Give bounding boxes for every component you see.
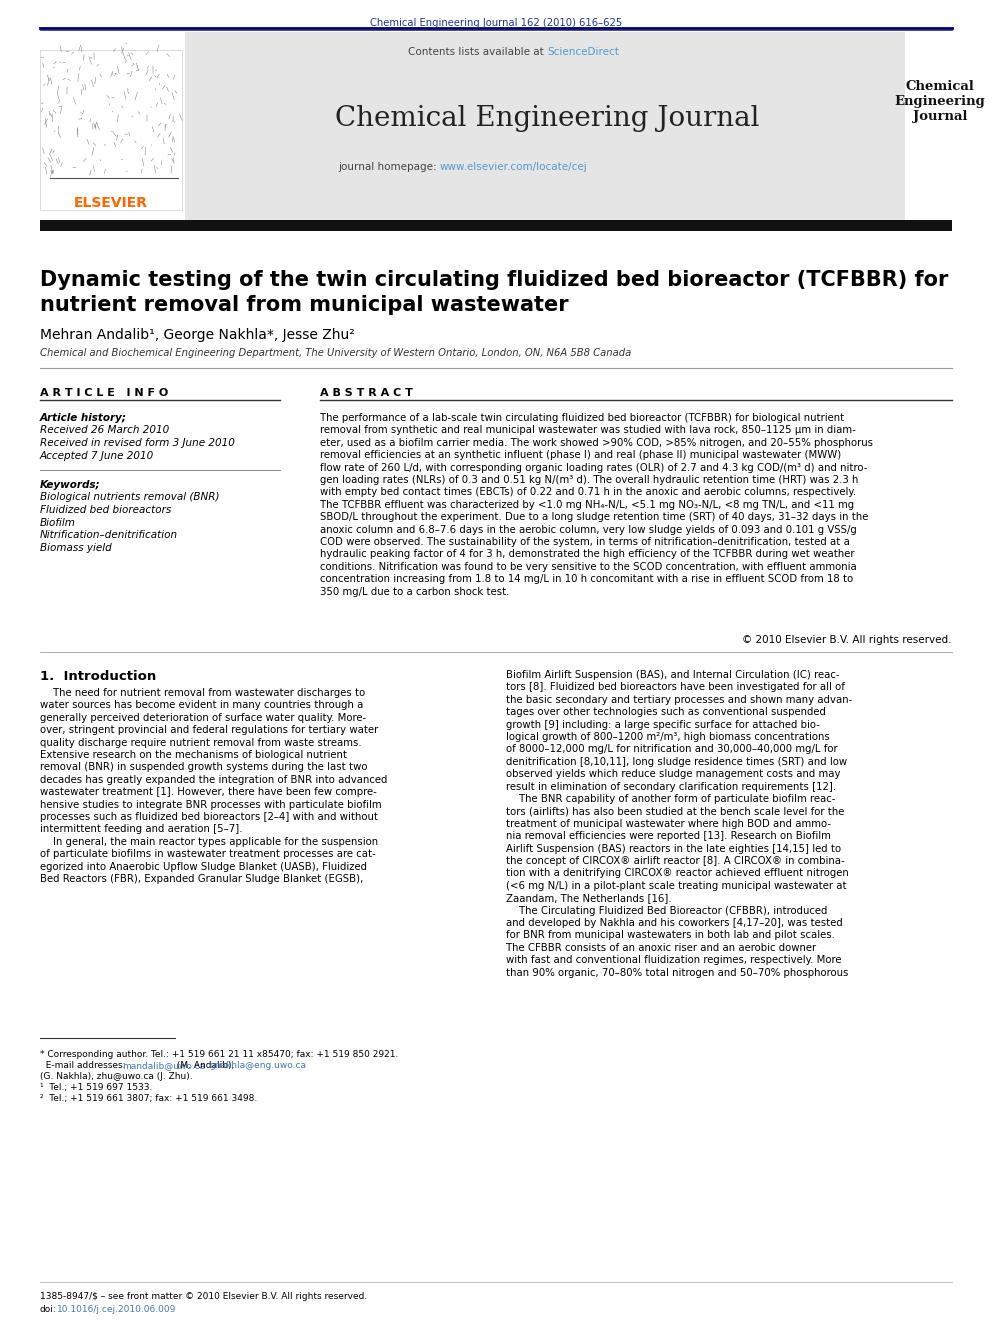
- Text: ²  Tel.; +1 519 661 3807; fax: +1 519 661 3498.: ² Tel.; +1 519 661 3807; fax: +1 519 661…: [40, 1094, 257, 1103]
- Text: Dynamic testing of the twin circulating fluidized bed bioreactor (TCFBBR) for: Dynamic testing of the twin circulating …: [40, 270, 948, 290]
- Text: nutrient removal from municipal wastewater: nutrient removal from municipal wastewat…: [40, 295, 568, 315]
- Text: Chemical
Engineering
Journal: Chemical Engineering Journal: [895, 79, 985, 123]
- Text: Mehran Andalib¹, George Nakhla*, Jesse Zhu²: Mehran Andalib¹, George Nakhla*, Jesse Z…: [40, 328, 355, 343]
- Text: 10.1016/j.cej.2010.06.009: 10.1016/j.cej.2010.06.009: [57, 1304, 177, 1314]
- Text: © 2010 Elsevier B.V. All rights reserved.: © 2010 Elsevier B.V. All rights reserved…: [742, 635, 952, 646]
- Text: gnakhla@eng.uwo.ca: gnakhla@eng.uwo.ca: [210, 1061, 307, 1070]
- Text: The performance of a lab-scale twin circulating fluidized bed bioreactor (TCFBBR: The performance of a lab-scale twin circ…: [320, 413, 873, 597]
- Text: Chemical Engineering Journal: Chemical Engineering Journal: [334, 105, 759, 132]
- Text: Contents lists available at: Contents lists available at: [408, 48, 547, 57]
- Text: 1.  Introduction: 1. Introduction: [40, 669, 157, 683]
- Text: mandalib@uwo.ca: mandalib@uwo.ca: [122, 1061, 205, 1070]
- Bar: [40, 50, 182, 210]
- Text: E-mail addresses:: E-mail addresses:: [40, 1061, 128, 1070]
- Text: ScienceDirect: ScienceDirect: [547, 48, 619, 57]
- Text: Biological nutrients removal (BNR)
Fluidized bed bioreactors
Biofilm
Nitrificati: Biological nutrients removal (BNR) Fluid…: [40, 492, 219, 553]
- Text: ¹  Tel.; +1 519 697 1533.: ¹ Tel.; +1 519 697 1533.: [40, 1084, 153, 1091]
- Text: Chemical and Biochemical Engineering Department, The University of Western Ontar: Chemical and Biochemical Engineering Dep…: [40, 348, 631, 359]
- Text: (M. Andalib),: (M. Andalib),: [174, 1061, 237, 1070]
- Text: Article history;: Article history;: [40, 413, 127, 423]
- Text: Keywords;: Keywords;: [40, 480, 100, 490]
- Text: * Corresponding author. Tel.: +1 519 661 21 11 x85470; fax: +1 519 850 2921.: * Corresponding author. Tel.: +1 519 661…: [40, 1050, 399, 1058]
- Text: Chemical Engineering Journal 162 (2010) 616–625: Chemical Engineering Journal 162 (2010) …: [370, 19, 622, 28]
- Bar: [40, 220, 952, 232]
- Text: A B S T R A C T: A B S T R A C T: [320, 388, 413, 398]
- Text: doi:: doi:: [40, 1304, 57, 1314]
- Text: Biofilm Airlift Suspension (BAS), and Internal Circulation (IC) reac-
tors [8]. : Biofilm Airlift Suspension (BAS), and In…: [506, 669, 852, 978]
- Text: www.elsevier.com/locate/cej: www.elsevier.com/locate/cej: [440, 161, 587, 172]
- Text: 1385-8947/$ – see front matter © 2010 Elsevier B.V. All rights reserved.: 1385-8947/$ – see front matter © 2010 El…: [40, 1293, 367, 1301]
- Text: ELSEVIER: ELSEVIER: [74, 196, 148, 210]
- Bar: [185, 32, 905, 222]
- Text: A R T I C L E   I N F O: A R T I C L E I N F O: [40, 388, 169, 398]
- Text: journal homepage:: journal homepage:: [338, 161, 440, 172]
- Text: The need for nutrient removal from wastewater discharges to
water sources has be: The need for nutrient removal from waste…: [40, 688, 387, 884]
- Text: (G. Nakhla), zhu@uwo.ca (J. Zhu).: (G. Nakhla), zhu@uwo.ca (J. Zhu).: [40, 1072, 192, 1081]
- Text: Received 26 March 2010
Received in revised form 3 June 2010
Accepted 7 June 2010: Received 26 March 2010 Received in revis…: [40, 425, 235, 460]
